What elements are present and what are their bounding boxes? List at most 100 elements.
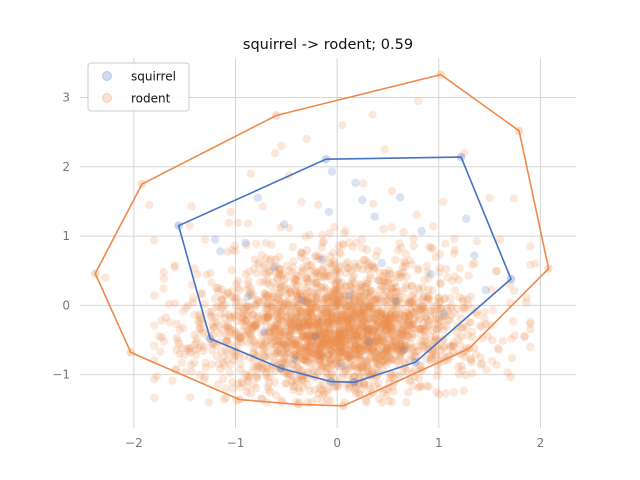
rodent-point [236, 333, 245, 342]
rodent-point [319, 351, 328, 360]
rodent-point [285, 337, 294, 347]
rodent-point [410, 307, 420, 317]
rodent-point [291, 352, 301, 361]
rodent-point [221, 393, 231, 403]
rodent-point [291, 375, 300, 384]
rodent-point [337, 339, 346, 348]
rodent-point [292, 301, 302, 311]
rodent-point [232, 301, 241, 311]
rodent-point [417, 324, 426, 333]
rodent-point [161, 313, 170, 322]
rodent-point [258, 202, 267, 211]
rodent-point [331, 358, 341, 368]
rodent-point [342, 333, 351, 343]
rodent-point [464, 318, 474, 327]
rodent-point [234, 379, 243, 388]
rodent-point [438, 336, 447, 345]
rodent-point [443, 273, 452, 282]
rodent-point [319, 237, 329, 246]
rodent-point [337, 299, 347, 308]
rodent-point [330, 288, 339, 297]
rodent-point [350, 262, 360, 272]
rodent-point [447, 311, 456, 320]
rodent-point [286, 307, 295, 317]
rodent-point [246, 321, 255, 330]
rodent-point [262, 310, 272, 319]
rodent-point [427, 351, 436, 360]
rodent-point [241, 316, 250, 326]
rodent-point [480, 307, 489, 317]
rodent-point [286, 339, 295, 348]
rodent-point [357, 287, 366, 296]
rodent-point [370, 315, 379, 324]
rodent-point [351, 384, 360, 393]
x-tick-label: 2 [537, 436, 545, 450]
rodent-point [406, 305, 416, 315]
rodent-point [481, 319, 491, 329]
rodent-point [366, 303, 375, 312]
rodent-point [281, 331, 290, 340]
rodent-point [293, 322, 302, 331]
rodent-point [407, 298, 416, 308]
rodent-point [386, 326, 395, 335]
rodent-point [364, 325, 374, 335]
rodent-point [378, 283, 387, 292]
rodent-point [339, 340, 349, 349]
rodent-point [318, 304, 327, 313]
rodent-point [311, 330, 320, 339]
rodent-point [373, 346, 382, 355]
rodent-point [353, 292, 362, 301]
rodent-point [229, 313, 238, 322]
rodent-point [392, 346, 402, 355]
rodent-point [223, 337, 232, 346]
rodent-point [420, 292, 429, 301]
rodent-point [361, 308, 370, 317]
rodent-point [351, 307, 360, 317]
rodent-point [271, 391, 281, 400]
rodent-point [252, 318, 261, 328]
rodent-point [386, 274, 395, 284]
rodent-point [420, 308, 429, 317]
rodent-point [393, 334, 403, 344]
rodent-point [311, 290, 321, 300]
rodent-point [235, 382, 245, 392]
y-tick-label: 2 [62, 160, 70, 174]
rodent-point [303, 314, 312, 324]
rodent-point [254, 314, 263, 323]
rodent-point [294, 363, 303, 373]
rodent-point [305, 287, 315, 297]
rodent-point [405, 311, 414, 320]
rodent-point [493, 344, 503, 353]
rodent-point [266, 294, 275, 304]
rodent-point [293, 308, 303, 317]
rodent-point [334, 347, 344, 356]
rodent-point [388, 342, 397, 352]
rodent-point [407, 281, 417, 291]
rodent-point [216, 364, 225, 374]
squirrel-point [462, 214, 471, 223]
rodent-point [233, 218, 243, 227]
rodent-point [343, 264, 352, 273]
rodent-point [404, 315, 414, 324]
rodent-point [389, 373, 398, 383]
rodent-point [327, 319, 336, 328]
rodent-point [434, 323, 444, 333]
rodent-point [424, 285, 433, 295]
rodent-point [296, 253, 306, 262]
rodent-point [446, 294, 456, 303]
rodent-point [307, 323, 317, 332]
rodent-point [381, 318, 391, 328]
rodent-point [275, 264, 284, 274]
rodent-point [326, 335, 336, 345]
rodent-point [366, 336, 375, 345]
rodent-point [251, 323, 261, 333]
rodent-point [396, 327, 405, 336]
rodent-point [409, 319, 418, 329]
rodent-point [319, 298, 329, 308]
rodent-point [364, 381, 374, 390]
rodent-point [477, 359, 487, 368]
rodent-point [273, 309, 282, 319]
rodent-point [234, 302, 244, 311]
rodent-point [341, 281, 351, 291]
rodent-point [423, 316, 433, 326]
